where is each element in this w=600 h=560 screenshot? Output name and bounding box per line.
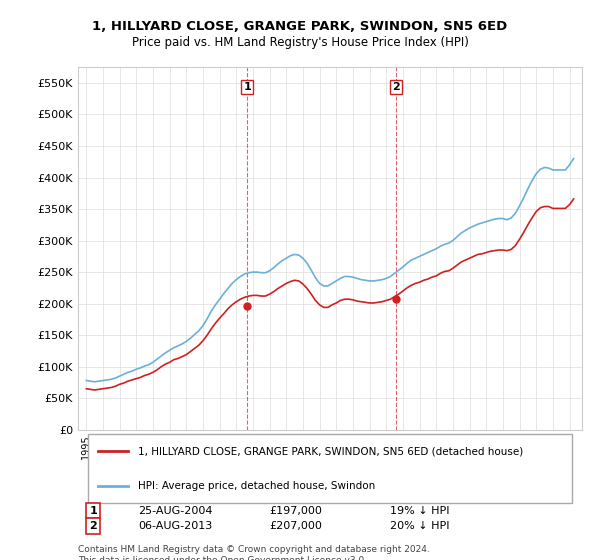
FancyBboxPatch shape xyxy=(88,433,572,503)
Text: 1: 1 xyxy=(89,506,97,516)
Text: Price paid vs. HM Land Registry's House Price Index (HPI): Price paid vs. HM Land Registry's House … xyxy=(131,36,469,49)
Text: 1, HILLYARD CLOSE, GRANGE PARK, SWINDON, SN5 6ED: 1, HILLYARD CLOSE, GRANGE PARK, SWINDON,… xyxy=(92,20,508,32)
Text: 19% ↓ HPI: 19% ↓ HPI xyxy=(391,506,450,516)
Text: HPI: Average price, detached house, Swindon: HPI: Average price, detached house, Swin… xyxy=(139,480,376,491)
Text: 2: 2 xyxy=(392,82,400,92)
Text: 20% ↓ HPI: 20% ↓ HPI xyxy=(391,521,450,531)
Text: 1: 1 xyxy=(243,82,251,92)
Text: 06-AUG-2013: 06-AUG-2013 xyxy=(139,521,213,531)
Text: £197,000: £197,000 xyxy=(269,506,322,516)
Text: 2: 2 xyxy=(89,521,97,531)
Text: £207,000: £207,000 xyxy=(269,521,322,531)
Text: Contains HM Land Registry data © Crown copyright and database right 2024.
This d: Contains HM Land Registry data © Crown c… xyxy=(78,545,430,560)
Text: 25-AUG-2004: 25-AUG-2004 xyxy=(139,506,213,516)
Text: 1, HILLYARD CLOSE, GRANGE PARK, SWINDON, SN5 6ED (detached house): 1, HILLYARD CLOSE, GRANGE PARK, SWINDON,… xyxy=(139,446,524,456)
